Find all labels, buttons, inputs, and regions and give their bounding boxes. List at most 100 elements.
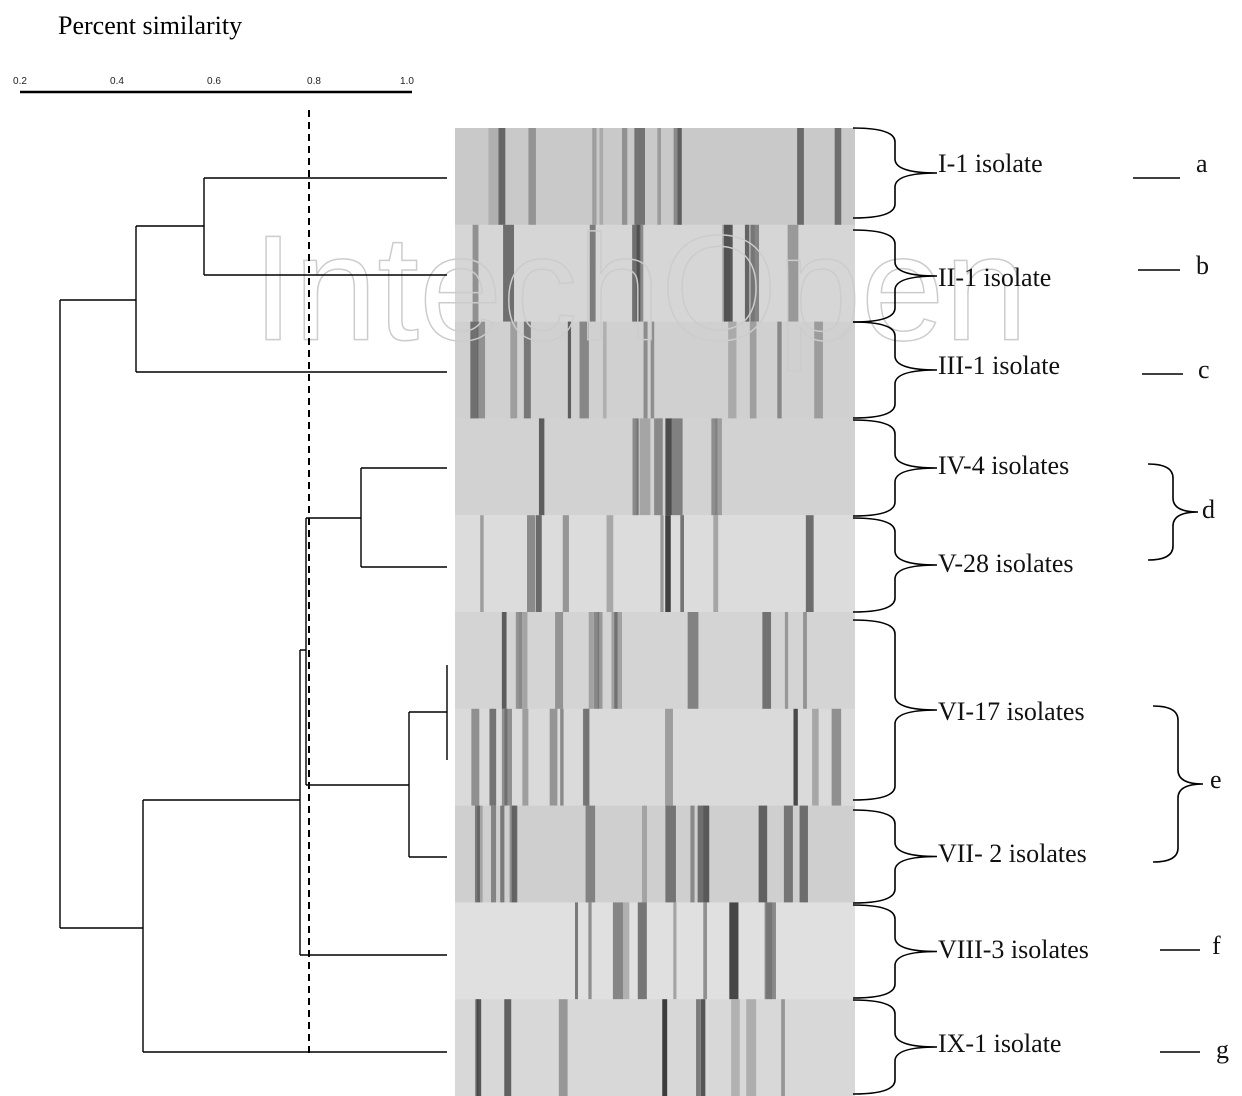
gel-band	[665, 515, 671, 613]
profile-label: VIII-3 isolates	[938, 935, 1089, 964]
gel-band	[700, 999, 706, 1096]
brace	[852, 999, 938, 1095]
gel-band	[632, 224, 640, 322]
gel-band	[588, 612, 594, 709]
gel-band	[673, 128, 682, 225]
gel-band	[812, 708, 819, 806]
gel-band	[593, 612, 600, 709]
group-label: f	[1212, 931, 1221, 960]
gel-band	[623, 902, 630, 1000]
brace	[852, 809, 938, 904]
gel-band	[536, 515, 542, 613]
gel-band	[831, 708, 842, 806]
brace	[1147, 463, 1199, 561]
gel-band	[480, 515, 484, 613]
gel-band	[714, 418, 722, 516]
gel-band	[470, 321, 479, 419]
gel-band	[750, 224, 760, 322]
gel-band	[746, 224, 755, 322]
gel-band	[690, 805, 695, 903]
brace	[1152, 705, 1204, 863]
group-label: c	[1198, 355, 1210, 384]
gel-band	[665, 708, 673, 806]
gel-band	[489, 708, 497, 806]
gel-band	[527, 515, 536, 613]
brace	[852, 127, 938, 219]
gel-band	[476, 999, 482, 1096]
braces	[852, 127, 1204, 1095]
watermark: IntechOpen	[252, 204, 1028, 372]
gel-band	[696, 999, 701, 1096]
gel-band	[602, 321, 607, 419]
gel-band	[475, 999, 479, 1096]
gel-band	[518, 612, 528, 709]
gel-band	[783, 805, 793, 903]
group-label: b	[1196, 251, 1209, 280]
gel-band	[834, 128, 842, 225]
gel-band	[500, 805, 505, 903]
gel-band	[504, 708, 508, 806]
gel-band	[589, 224, 596, 322]
gel-band	[504, 999, 512, 1096]
gel-band	[612, 902, 624, 1000]
group-label: d	[1202, 495, 1215, 524]
brace	[852, 904, 938, 999]
scale-tick: 1.0	[400, 76, 414, 87]
gel-band	[498, 128, 506, 225]
gel-band	[579, 321, 589, 419]
gel-band	[784, 612, 789, 709]
gel-band	[477, 321, 486, 419]
gel-band	[501, 612, 507, 709]
gel-band	[665, 805, 676, 903]
gel-band	[687, 612, 699, 709]
gel-image	[455, 128, 855, 1096]
gel-band	[814, 321, 823, 419]
scale-title: Percent similarity	[58, 11, 242, 40]
brace	[852, 517, 938, 613]
group-label: g	[1216, 1035, 1229, 1064]
gel-band	[781, 999, 785, 1096]
gel-band	[558, 999, 568, 1096]
gel-band	[471, 708, 480, 806]
gel-band	[582, 708, 590, 806]
gel-band	[749, 321, 757, 419]
gel-band	[636, 224, 644, 322]
gel-band	[567, 321, 572, 419]
gel-lane	[455, 515, 855, 613]
gel-band	[599, 128, 604, 225]
gel-lane	[455, 708, 855, 806]
gel-band	[643, 321, 648, 419]
gel-band	[711, 418, 718, 516]
gel-lane	[455, 321, 855, 419]
profile-label: VII- 2 isolates	[938, 839, 1087, 868]
gel-band	[655, 418, 663, 516]
gel-band	[491, 805, 497, 903]
gel-band	[555, 612, 564, 709]
gel-band	[657, 128, 661, 225]
gel-band	[472, 224, 479, 322]
gel-band	[805, 515, 814, 613]
gel-band	[592, 128, 597, 225]
gel-band	[509, 805, 517, 903]
brace	[852, 229, 938, 323]
brace	[852, 419, 938, 517]
profile-label: VI-17 isolates	[938, 697, 1085, 726]
profile-label: I-1 isolate	[938, 149, 1043, 178]
profile-label: IV-4 isolates	[938, 451, 1069, 480]
gel-band	[650, 321, 655, 419]
gel-band	[665, 418, 672, 516]
brace	[852, 619, 938, 801]
scale-tick: 0.4	[110, 76, 124, 87]
gel-band	[549, 708, 558, 806]
gel-band	[611, 612, 623, 709]
gel-band	[488, 128, 500, 225]
gel-band	[793, 708, 798, 806]
gel-band	[723, 224, 733, 322]
gel-band	[575, 902, 579, 1000]
gel-lane	[455, 128, 855, 225]
brace	[852, 321, 938, 419]
scale-tick: 0.2	[13, 76, 27, 87]
gel-band	[731, 999, 740, 1096]
gel-lane	[455, 999, 855, 1096]
